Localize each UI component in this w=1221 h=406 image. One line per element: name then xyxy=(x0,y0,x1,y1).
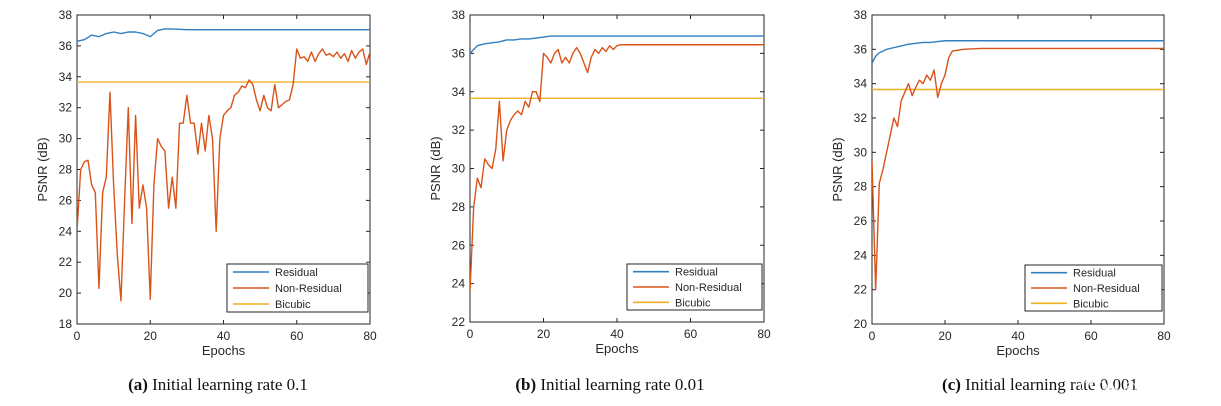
subfigure-caption: (b) Initial learning rate 0.01 xyxy=(515,375,704,394)
x-axis-label: Epochs xyxy=(202,343,246,358)
x-tick-label: 20 xyxy=(537,327,551,341)
y-tick-label: 20 xyxy=(854,317,868,331)
x-tick-label: 40 xyxy=(610,327,624,341)
caption-label: (b) xyxy=(515,375,536,394)
x-tick-label: 0 xyxy=(74,329,81,343)
x-tick-label: 40 xyxy=(1011,329,1025,343)
series-line-non-residual xyxy=(872,47,1164,291)
series-line-residual xyxy=(872,40,1164,64)
subfigure-caption: (c) Initial learning rate 0.001 xyxy=(942,375,1138,394)
x-tick-label: 60 xyxy=(684,327,698,341)
y-tick-label: 22 xyxy=(452,315,466,329)
x-tick-label: 40 xyxy=(217,329,231,343)
watermark-text: CSDN @张大猩猩行 xyxy=(1079,380,1207,396)
subfigure-caption: (a) Initial learning rate 0.1 xyxy=(128,375,308,394)
y-tick-label: 34 xyxy=(452,85,466,99)
legend-entry: Residual xyxy=(675,267,718,279)
y-tick-label: 22 xyxy=(854,283,868,297)
chart-panel-1: 18 20 22 24 26 28 30 32 34 36 38 0 20 40 60 80 Epochs PSN… xyxy=(35,8,377,394)
caption-label: (c) xyxy=(942,375,961,394)
legend-entry: Bicubic xyxy=(675,297,711,309)
legend-entry: Bicubic xyxy=(275,299,311,311)
y-tick-label: 28 xyxy=(59,163,73,177)
legend-entry: Residual xyxy=(275,267,318,279)
chart-panel-2: 22 24 26 28 30 32 34 36 38 0 20 40 60 80 Epochs PSNR (d… xyxy=(428,8,771,394)
x-axis-label: Epochs xyxy=(595,341,639,356)
y-tick-label: 20 xyxy=(59,286,73,300)
x-tick-label: 80 xyxy=(757,327,771,341)
y-tick-label: 30 xyxy=(854,145,868,159)
y-tick-label: 22 xyxy=(59,255,73,269)
y-tick-label: 28 xyxy=(452,200,466,214)
series-line-residual xyxy=(470,35,764,54)
legend-entry: Non-Residual xyxy=(275,283,342,295)
x-tick-label: 60 xyxy=(1084,329,1098,343)
y-tick-label: 26 xyxy=(59,193,73,207)
caption-text: Initial learning rate 0.1 xyxy=(148,375,308,394)
x-tick-label: 20 xyxy=(938,329,952,343)
y-tick-label: 36 xyxy=(452,46,466,60)
y-tick-label: 28 xyxy=(854,180,868,194)
caption-label: (a) xyxy=(128,375,148,394)
y-tick-label: 36 xyxy=(59,39,73,53)
x-tick-label: 80 xyxy=(1157,329,1171,343)
series-line-non-residual xyxy=(470,44,764,292)
y-tick-label: 36 xyxy=(854,42,868,56)
caption-text: Initial learning rate 0.001 xyxy=(961,375,1138,394)
y-tick-label: 38 xyxy=(452,8,466,22)
x-tick-label: 80 xyxy=(363,329,377,343)
y-tick-label: 30 xyxy=(452,162,466,176)
x-tick-label: 0 xyxy=(467,327,474,341)
y-tick-label: 32 xyxy=(854,111,868,125)
x-tick-label: 20 xyxy=(144,329,158,343)
y-tick-label: 26 xyxy=(452,238,466,252)
y-tick-label: 18 xyxy=(59,317,73,331)
y-axis-label: PSNR (dB) xyxy=(830,137,845,201)
y-tick-label: 34 xyxy=(854,77,868,91)
y-tick-label: 30 xyxy=(59,132,73,146)
y-tick-label: 24 xyxy=(59,224,73,238)
y-tick-label: 38 xyxy=(59,8,73,22)
caption-text: Initial learning rate 0.01 xyxy=(536,375,705,394)
legend-entry: Bicubic xyxy=(1073,298,1109,310)
y-tick-label: 32 xyxy=(452,123,466,137)
y-axis-label: PSNR (dB) xyxy=(35,137,50,201)
x-axis-label: Epochs xyxy=(996,343,1040,358)
series-line-residual xyxy=(77,28,370,42)
series-line-non-residual xyxy=(77,48,370,302)
y-tick-label: 34 xyxy=(59,70,73,84)
y-tick-label: 32 xyxy=(59,101,73,115)
legend-entry: Non-Residual xyxy=(675,282,742,294)
x-tick-label: 0 xyxy=(869,329,876,343)
y-tick-label: 26 xyxy=(854,214,868,228)
y-tick-label: 38 xyxy=(854,8,868,22)
x-tick-label: 60 xyxy=(290,329,304,343)
legend-entry: Residual xyxy=(1073,268,1116,280)
y-axis-label: PSNR (dB) xyxy=(428,136,443,200)
y-tick-label: 24 xyxy=(854,248,868,262)
y-tick-label: 24 xyxy=(452,277,466,291)
legend-entry: Non-Residual xyxy=(1073,283,1140,295)
